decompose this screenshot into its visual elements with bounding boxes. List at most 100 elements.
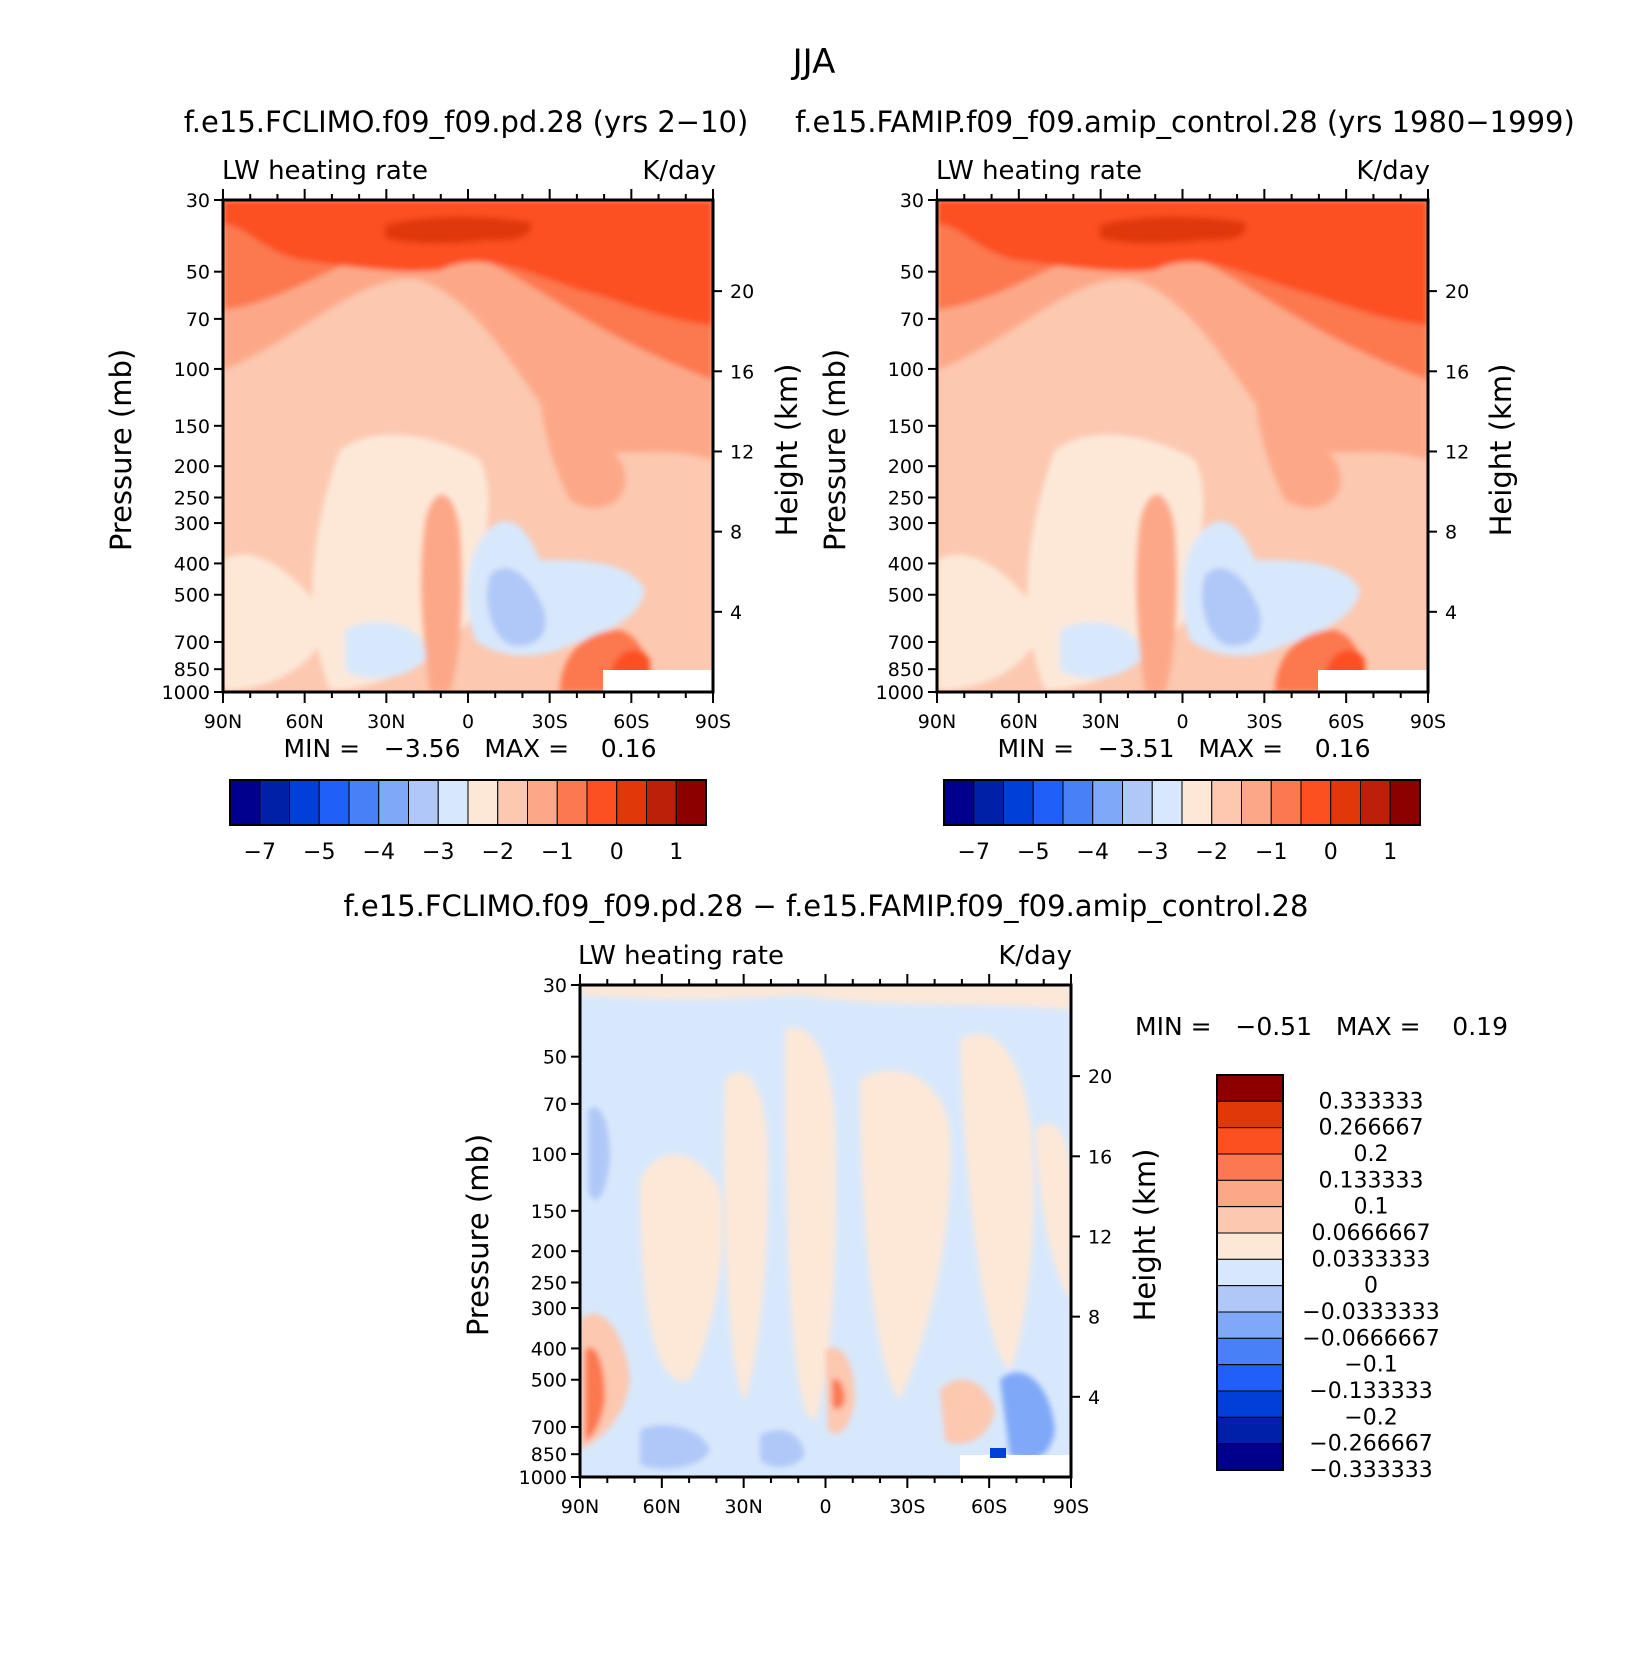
panel-3-y-label: Pressure (mb) <box>461 1134 495 1336</box>
colorbar-label: 0.0333333 <box>1312 1247 1431 1272</box>
colorbar-swatch <box>1389 779 1421 826</box>
panel-3-colorbar: 0.3333330.2666670.20.1333330.10.06666670… <box>1216 1074 1440 1483</box>
panel-3-southern-warm <box>940 1379 995 1444</box>
panel-3-stats: MIN = −0.51 MAX = 0.19 <box>1135 1012 1508 1041</box>
colorbar-label: 0.333333 <box>1319 1089 1424 1114</box>
y-tick-label: 850 <box>174 659 210 681</box>
colorbar-swatch <box>437 779 469 826</box>
y-tick-label: 150 <box>531 1201 567 1223</box>
colorbar-swatch <box>1216 1285 1284 1313</box>
panel-3-warm-column-f <box>1035 1123 1071 1300</box>
x-tick-label: 0 <box>819 1496 831 1518</box>
colorbar-label: 0.0666667 <box>1312 1221 1431 1246</box>
panel-3-title: f.e15.FCLIMO.f09_f09.pd.28 − f.e15.FAMIP… <box>344 889 1309 923</box>
colorbar-label: 0.1 <box>1354 1195 1389 1220</box>
colorbar-label: −0.333333 <box>1309 1458 1432 1483</box>
y2-tick-label: 20 <box>1445 281 1469 303</box>
y2-tick-label: 4 <box>1088 1387 1100 1409</box>
colorbar-swatch <box>1241 779 1272 826</box>
colorbar-swatch <box>527 779 558 826</box>
colorbar-label: −5 <box>303 840 335 865</box>
panel-1-lower-blue <box>345 622 430 679</box>
y-tick-label: 300 <box>531 1298 567 1320</box>
colorbar-label: −2 <box>1196 840 1228 865</box>
y-tick-label: 200 <box>531 1241 567 1263</box>
panel-3-cool-bottom-b <box>760 1430 805 1467</box>
colorbar-swatch <box>378 779 409 826</box>
panel-2-tropopause-core <box>1100 216 1246 244</box>
y-tick-label: 400 <box>174 553 210 575</box>
panel-2-upper-max-band <box>937 200 1428 325</box>
colorbar-label: −3 <box>422 840 454 865</box>
colorbar-swatch <box>259 779 290 826</box>
y-tick-label: 700 <box>531 1417 567 1439</box>
panel-1-plot-area <box>221 198 715 694</box>
panel-2-right-label: K/day <box>1356 156 1430 186</box>
x-tick-label: 90S <box>1053 1496 1089 1518</box>
panel-2-left-label: LW heating rate <box>936 156 1142 186</box>
y-tick-label: 200 <box>174 456 210 478</box>
colorbar-swatch <box>1216 1443 1284 1471</box>
y-tick-label: 100 <box>888 359 924 381</box>
y-tick-label: 500 <box>174 585 210 607</box>
y2-tick-label: 8 <box>1445 522 1457 544</box>
panel-1-y-label: Pressure (mb) <box>104 349 138 551</box>
x-tick-label: 60N <box>643 1496 681 1518</box>
x-tick-label: 30N <box>724 1496 762 1518</box>
y-tick-label: 400 <box>888 553 924 575</box>
panel-2-x-axis: 90N 60N 30N 0 30S 60S 90S <box>918 189 1446 733</box>
panel-3-warm-column-e <box>960 1033 1034 1370</box>
panel-1-title: f.e15.FCLIMO.f09_f09.pd.28 (yrs 2−10) <box>184 105 749 139</box>
colorbar-label: −0.266667 <box>1309 1432 1432 1457</box>
colorbar-swatch <box>1216 1206 1284 1234</box>
y2-tick-label: 4 <box>730 602 742 624</box>
y-tick-label: 150 <box>888 416 924 438</box>
colorbar-label: 1 <box>1383 840 1397 865</box>
colorbar-swatch <box>318 779 350 826</box>
colorbar-swatch <box>1216 1100 1284 1129</box>
y2-tick-label: 12 <box>730 441 754 463</box>
colorbar-swatch <box>646 779 677 826</box>
colorbar-swatch <box>1216 1390 1284 1418</box>
panel-3-right-label: K/day <box>998 941 1072 971</box>
colorbar-label: 1 <box>669 840 683 865</box>
y-tick-label: 100 <box>531 1144 567 1166</box>
colorbar-swatch <box>1270 779 1302 826</box>
colorbar-swatch <box>289 779 320 826</box>
panel-1-upper-max-band <box>223 200 713 325</box>
panel-1-blue-core <box>486 568 546 646</box>
colorbar-swatch <box>586 779 618 826</box>
colorbar-swatch <box>1032 779 1064 826</box>
y2-tick-label: 16 <box>730 361 754 383</box>
y-tick-label: 50 <box>543 1047 567 1069</box>
colorbar-label: −1 <box>1255 840 1287 865</box>
colorbar-swatch <box>1003 779 1034 826</box>
y-tick-label: 30 <box>900 190 924 212</box>
panel-3-y2-axis: 20 16 12 8 4 <box>1071 1066 1112 1409</box>
colorbar-swatch <box>1216 1179 1284 1208</box>
panel-1-right-label: K/day <box>642 156 716 186</box>
y-tick-label: 100 <box>174 359 210 381</box>
colorbar-swatch <box>1211 779 1242 826</box>
colorbar-label: 0.266667 <box>1319 1116 1424 1141</box>
panel-1: f.e15.FCLIMO.f09_f09.pd.28 (yrs 2−10) LW… <box>104 105 804 865</box>
panel-3-surface-blue-spot <box>990 1448 1006 1458</box>
y-tick-label: 150 <box>174 416 210 438</box>
colorbar-swatch <box>1300 779 1332 826</box>
colorbar-swatch <box>1216 1232 1284 1260</box>
colorbar-label: 0.2 <box>1354 1142 1389 1167</box>
y-tick-label: 250 <box>531 1272 567 1294</box>
x-tick-label: 90N <box>561 1496 599 1518</box>
colorbar-label: −4 <box>363 840 395 865</box>
panel-2-stats: MIN = −3.51 MAX = 0.16 <box>998 734 1371 763</box>
x-tick-label: 30S <box>889 1496 925 1518</box>
x-tick-label: 30S <box>1246 711 1282 733</box>
y-tick-label: 850 <box>888 659 924 681</box>
x-tick-label: 60N <box>1000 711 1038 733</box>
panel-2-missing-data <box>1318 670 1428 692</box>
panel-3-left-label: LW heating rate <box>578 941 784 971</box>
colorbar-frame <box>229 779 707 826</box>
colorbar-label: −4 <box>1077 840 1109 865</box>
y-tick-label: 250 <box>174 487 210 509</box>
